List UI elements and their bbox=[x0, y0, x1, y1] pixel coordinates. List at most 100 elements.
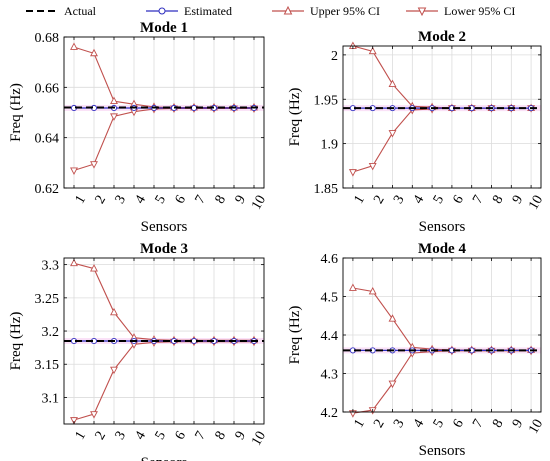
data-point-lower bbox=[388, 380, 397, 389]
data-point-lower bbox=[388, 130, 397, 138]
legend: Actual Estimated Upper 95% CI Lower 95% … bbox=[0, 0, 550, 22]
chart-title: Mode 2 bbox=[418, 29, 466, 45]
y-tick-label: 4.4 bbox=[321, 329, 339, 344]
y-tick-label: 3.2 bbox=[42, 325, 60, 340]
y-tick-label: 3.1 bbox=[42, 391, 60, 406]
x-tick-label: 7 bbox=[470, 417, 486, 431]
y-tick-label: 3.15 bbox=[35, 358, 60, 373]
legend-label-upper: Upper 95% CI bbox=[310, 4, 380, 18]
y-tick-label: 4.3 bbox=[321, 368, 339, 383]
y-tick-label: 1.95 bbox=[314, 93, 339, 108]
axes-frame bbox=[342, 45, 542, 189]
legend-label-lower: Lower 95% CI bbox=[444, 4, 516, 18]
data-point-upper bbox=[110, 96, 118, 105]
x-tick-label: 2 bbox=[93, 193, 109, 207]
chart-title: Mode 4 bbox=[418, 241, 466, 257]
x-tick-label: 9 bbox=[233, 193, 249, 207]
x-tick-label: 8 bbox=[490, 193, 506, 207]
y-tick-label: 3.25 bbox=[35, 292, 60, 307]
x-tick-label: 4 bbox=[133, 429, 149, 443]
x-tick-label: 8 bbox=[213, 429, 229, 443]
x-tick-label: 8 bbox=[490, 417, 506, 431]
legend-line-lower-icon bbox=[406, 7, 438, 17]
x-tick-label: 9 bbox=[510, 193, 526, 207]
legend-line-estimated-icon bbox=[146, 7, 178, 15]
x-tick-label: 2 bbox=[371, 193, 387, 207]
y-tick-label: 0.66 bbox=[35, 81, 60, 96]
legend-line-upper-icon bbox=[272, 5, 304, 15]
x-tick-label: 10 bbox=[526, 193, 546, 213]
data-point-lower bbox=[368, 162, 377, 171]
x-tick-label: 9 bbox=[233, 429, 249, 443]
y-tick-label: 1.85 bbox=[314, 182, 339, 197]
x-tick-label: 5 bbox=[431, 417, 447, 431]
x-tick-label: 10 bbox=[249, 193, 269, 213]
x-tick-label: 3 bbox=[391, 193, 407, 207]
axes-frame bbox=[63, 257, 265, 425]
y-axis-label: Freq (Hz) bbox=[8, 83, 24, 142]
x-tick-label: 4 bbox=[411, 417, 427, 431]
legend-label-actual: Actual bbox=[64, 4, 96, 18]
data-point-estimated bbox=[190, 337, 198, 345]
x-tick-label: 1 bbox=[351, 417, 367, 431]
x-tick-label: 1 bbox=[73, 429, 89, 443]
x-tick-label: 2 bbox=[93, 429, 109, 443]
data-point-lower bbox=[110, 366, 118, 375]
y-tick-label: 0.68 bbox=[35, 31, 60, 46]
x-tick-label: 6 bbox=[450, 417, 466, 431]
chart-title: Mode 3 bbox=[140, 241, 188, 257]
chart-panel-1: 0.62 0.64 0.66 0.68 1 2 3 4 5 6 7 8 9 10 Mode 1 Sensors… bbox=[8, 20, 269, 235]
x-tick-label: 4 bbox=[411, 193, 427, 207]
data-point-upper bbox=[110, 307, 118, 316]
y-axis-label: Freq (Hz) bbox=[287, 306, 303, 365]
data-point-lower bbox=[348, 169, 357, 177]
x-tick-label: 2 bbox=[371, 417, 387, 431]
plot-area bbox=[343, 46, 541, 188]
data-point-upper bbox=[368, 46, 377, 55]
x-tick-label: 9 bbox=[510, 417, 526, 431]
x-tick-label: 3 bbox=[113, 429, 129, 443]
x-tick-label: 6 bbox=[450, 193, 466, 207]
x-tick-label: 1 bbox=[73, 193, 89, 207]
chart-title: Mode 1 bbox=[140, 20, 188, 36]
legend-label-estimated: Estimated bbox=[184, 4, 232, 18]
chart-panel-4: 4.2 4.3 4.4 4.5 4.6 1 2 3 4 5 6 7 8 9 10 Mode 4 Sensors F… bbox=[287, 241, 546, 459]
data-point-upper bbox=[90, 48, 98, 57]
legend-line-actual-icon bbox=[26, 10, 58, 12]
data-point-upper bbox=[368, 286, 377, 295]
data-point-upper bbox=[388, 79, 397, 88]
x-axis-label: Sensors bbox=[141, 219, 188, 235]
x-tick-label: 7 bbox=[193, 193, 209, 207]
x-tick-label: 1 bbox=[351, 193, 367, 207]
y-tick-label: 1.9 bbox=[321, 138, 339, 153]
x-tick-label: 3 bbox=[113, 193, 129, 207]
x-tick-label: 5 bbox=[153, 429, 169, 443]
data-point-lower bbox=[110, 113, 118, 121]
data-point-upper bbox=[388, 314, 397, 322]
x-tick-label: 6 bbox=[173, 193, 189, 207]
x-tick-label: 5 bbox=[153, 193, 169, 207]
x-tick-label: 10 bbox=[249, 429, 269, 449]
x-tick-label: 4 bbox=[133, 193, 149, 207]
y-tick-label: 2 bbox=[331, 49, 338, 64]
y-tick-label: 0.64 bbox=[35, 132, 60, 147]
x-tick-label: 5 bbox=[431, 193, 447, 207]
y-tick-label: 3.3 bbox=[42, 259, 60, 274]
y-tick-label: 0.62 bbox=[35, 182, 60, 197]
data-point-estimated bbox=[190, 104, 198, 112]
data-point-upper bbox=[348, 283, 357, 291]
y-tick-label: 4.5 bbox=[321, 291, 339, 306]
data-point-lower bbox=[70, 167, 78, 175]
x-tick-label: 7 bbox=[193, 429, 209, 443]
x-tick-label: 3 bbox=[391, 417, 407, 431]
x-tick-label: 7 bbox=[470, 193, 486, 207]
x-tick-label: 8 bbox=[213, 193, 229, 207]
x-axis-label: Sensors bbox=[419, 443, 466, 459]
y-axis-label: Freq (Hz) bbox=[287, 88, 303, 147]
y-axis-label: Freq (Hz) bbox=[8, 312, 24, 371]
x-tick-label: 10 bbox=[526, 417, 546, 437]
y-tick-label: 4.2 bbox=[321, 406, 339, 421]
